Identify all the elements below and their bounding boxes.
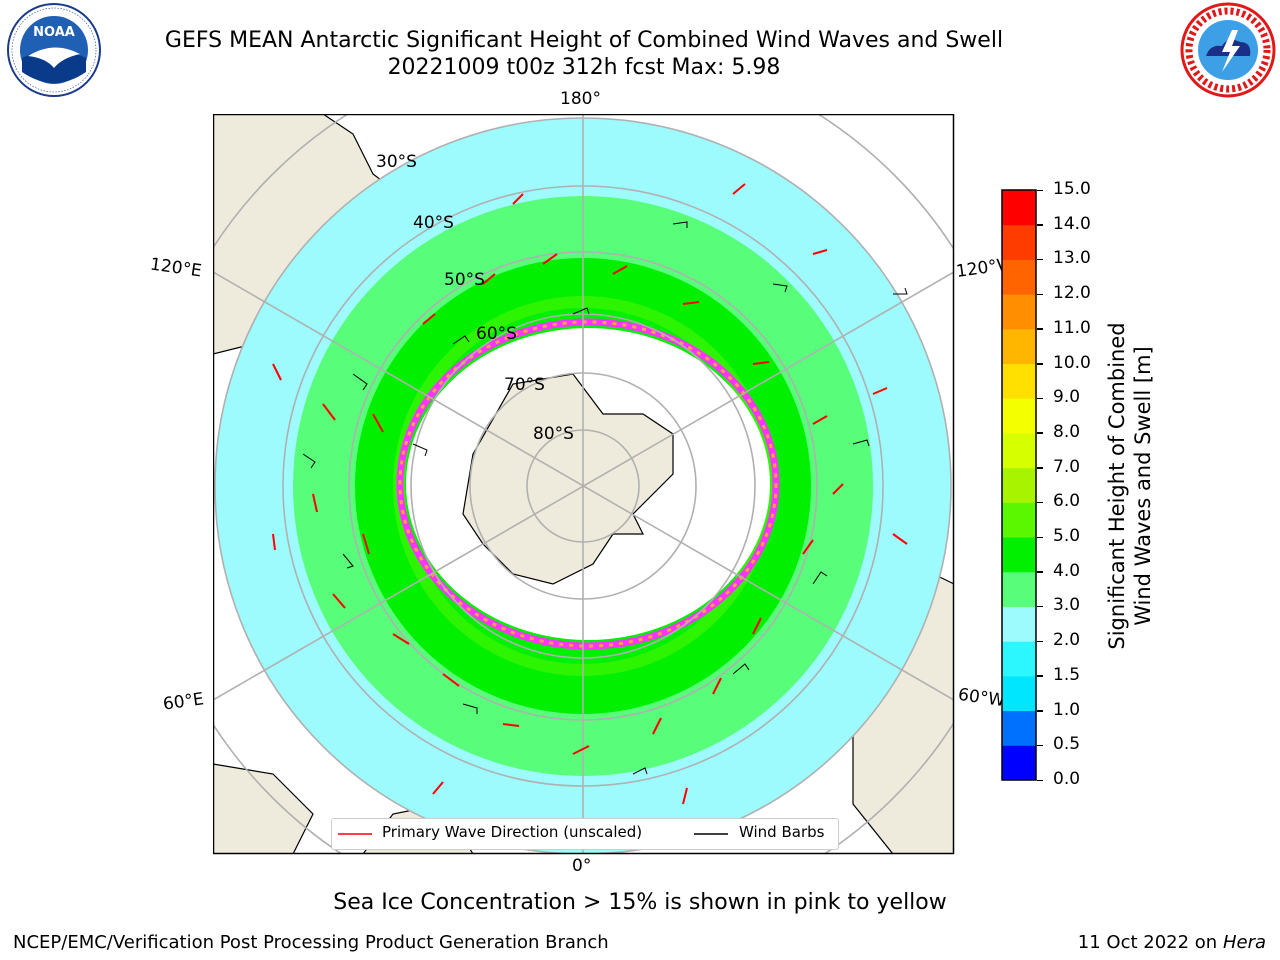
colorbar-swatch — [1002, 467, 1036, 503]
colorbar-swatch — [1002, 537, 1036, 573]
colorbar-tick-mark — [1037, 640, 1043, 643]
colorbar-tick-mark — [1037, 397, 1043, 400]
colorbar-tick-label: 8.0 — [1053, 421, 1081, 442]
lon-label-bottom: 0° — [572, 856, 592, 876]
colorbar-tick-mark — [1037, 224, 1043, 226]
colorbar-tick-label: 7.0 — [1053, 456, 1081, 477]
colorbar-tick-label: 2.0 — [1053, 630, 1081, 651]
colorbar-tick-mark — [1037, 328, 1043, 330]
wind-barbs — [302, 221, 908, 775]
colorbar-tick-label: 5.0 — [1053, 526, 1081, 547]
lon-label-top: 180° — [560, 89, 601, 109]
wind-barbs-legend-label: Wind Barbs — [739, 823, 825, 841]
wave-direction-arrows — [272, 183, 908, 805]
map-legend: Primary Wave Direction (unscaled) Wind B… — [331, 818, 839, 850]
lat-label-80s: 80°S — [533, 424, 574, 444]
colorbar-tick-label: 13.0 — [1053, 248, 1091, 269]
colorbar-tick-label: 12.0 — [1053, 283, 1091, 304]
colorbar-label-line1: Significant Height of Combined — [1105, 322, 1129, 650]
colorbar-swatch — [1002, 606, 1036, 642]
colorbar-tick-mark — [1037, 675, 1043, 677]
colorbar-swatch — [1002, 224, 1036, 260]
colorbar-tick-mark — [1037, 779, 1043, 781]
colorbar-swatch — [1002, 675, 1036, 712]
map-frame — [213, 114, 955, 855]
colorbar-tick-label: 15.0 — [1053, 179, 1091, 199]
colorbar-swatch — [1002, 328, 1036, 365]
nws-logo — [1180, 2, 1276, 98]
colorbar-tick-label: 0.0 — [1053, 769, 1081, 789]
colorbar-tick-label: 1.0 — [1053, 699, 1081, 720]
colorbar-swatch — [1002, 710, 1036, 746]
footer-credit: NCEP/EMC/Verification Post Processing Pr… — [13, 932, 609, 953]
graticule — [213, 114, 954, 854]
colorbar-tick-label: 11.0 — [1053, 317, 1091, 338]
colorbar-swatch — [1002, 363, 1036, 399]
wave-direction-legend-line — [338, 833, 372, 835]
colorbar-tick-mark — [1037, 605, 1043, 608]
colorbar-swatch — [1002, 641, 1036, 677]
wind-barbs-legend-line — [694, 833, 728, 835]
colorbar-tick-label: 9.0 — [1053, 387, 1081, 408]
colorbar-swatch — [1002, 502, 1036, 538]
colorbar-tick-label: 10.0 — [1053, 352, 1091, 373]
colorbar-tick-mark — [1037, 189, 1043, 191]
colorbar-tick-label: 1.5 — [1053, 664, 1081, 685]
colorbar-tick-label: 4.0 — [1053, 560, 1081, 581]
chart-subtitle: 20221009 t00z 312h fcst Max: 5.98 — [387, 55, 781, 80]
colorbar-swatch — [1002, 432, 1036, 469]
lat-label-50s: 50°S — [444, 270, 485, 290]
lat-label-40s: 40°S — [413, 213, 454, 233]
antarctica-landmass — [462, 373, 674, 585]
colorbar-tick-label: 3.0 — [1053, 595, 1081, 616]
chart-title: GEFS MEAN Antarctic Significant Height o… — [164, 28, 1004, 53]
colorbar-tick-mark — [1037, 571, 1043, 573]
wave-direction-legend-label: Primary Wave Direction (unscaled) — [382, 823, 643, 841]
polar-map — [213, 114, 955, 855]
colorbar-tick-label: 0.5 — [1053, 734, 1081, 755]
colorbar-label-line2: Wind Waves and Swell [m] — [1131, 346, 1155, 626]
footer-date: 11 Oct 2022 on Hera — [1078, 932, 1266, 953]
sea-ice-note: Sea Ice Concentration > 15% is shown in … — [333, 890, 947, 915]
sea-ice-edge-orange — [398, 320, 778, 648]
footer-machine: Hera — [1222, 932, 1266, 953]
colorbar-tick-mark — [1037, 467, 1043, 469]
colorbar-tick-mark — [1037, 536, 1043, 539]
colorbar-tick-mark — [1037, 744, 1043, 747]
colorbar-swatch — [1002, 259, 1036, 295]
colorbar-tick-mark — [1037, 432, 1043, 434]
colorbar-tick-mark — [1037, 293, 1043, 296]
lat-label-30s: 30°S — [376, 152, 417, 172]
colorbar-tick-label: 14.0 — [1053, 213, 1091, 234]
colorbar-tick-mark — [1037, 501, 1043, 504]
colorbar-frame — [1001, 189, 1037, 781]
lat-label-60s: 60°S — [476, 324, 517, 344]
colorbar — [1001, 189, 1037, 781]
colorbar-swatch — [1002, 294, 1036, 330]
africa-landmass — [213, 763, 314, 854]
lat-label-70s: 70°S — [504, 375, 545, 395]
lon-label-lower-right: 60°W — [956, 684, 1007, 712]
lon-label-lower-left: 60°E — [161, 689, 206, 715]
noaa-logo: NOAA — [7, 3, 101, 97]
svg-text:NOAA: NOAA — [33, 25, 75, 40]
footer-date-text: 11 Oct 2022 on — [1077, 932, 1223, 953]
lon-label-upper-left: 120°E — [148, 254, 203, 282]
colorbar-swatch — [1002, 571, 1036, 607]
colorbar-tick-mark — [1037, 258, 1043, 261]
colorbar-tick-mark — [1037, 710, 1043, 712]
colorbar-swatch — [1002, 190, 1036, 226]
colorbar-swatch — [1002, 745, 1036, 781]
colorbar-swatch — [1002, 398, 1036, 434]
colorbar-tick-label: 6.0 — [1053, 491, 1081, 512]
colorbar-tick-mark — [1037, 363, 1043, 365]
